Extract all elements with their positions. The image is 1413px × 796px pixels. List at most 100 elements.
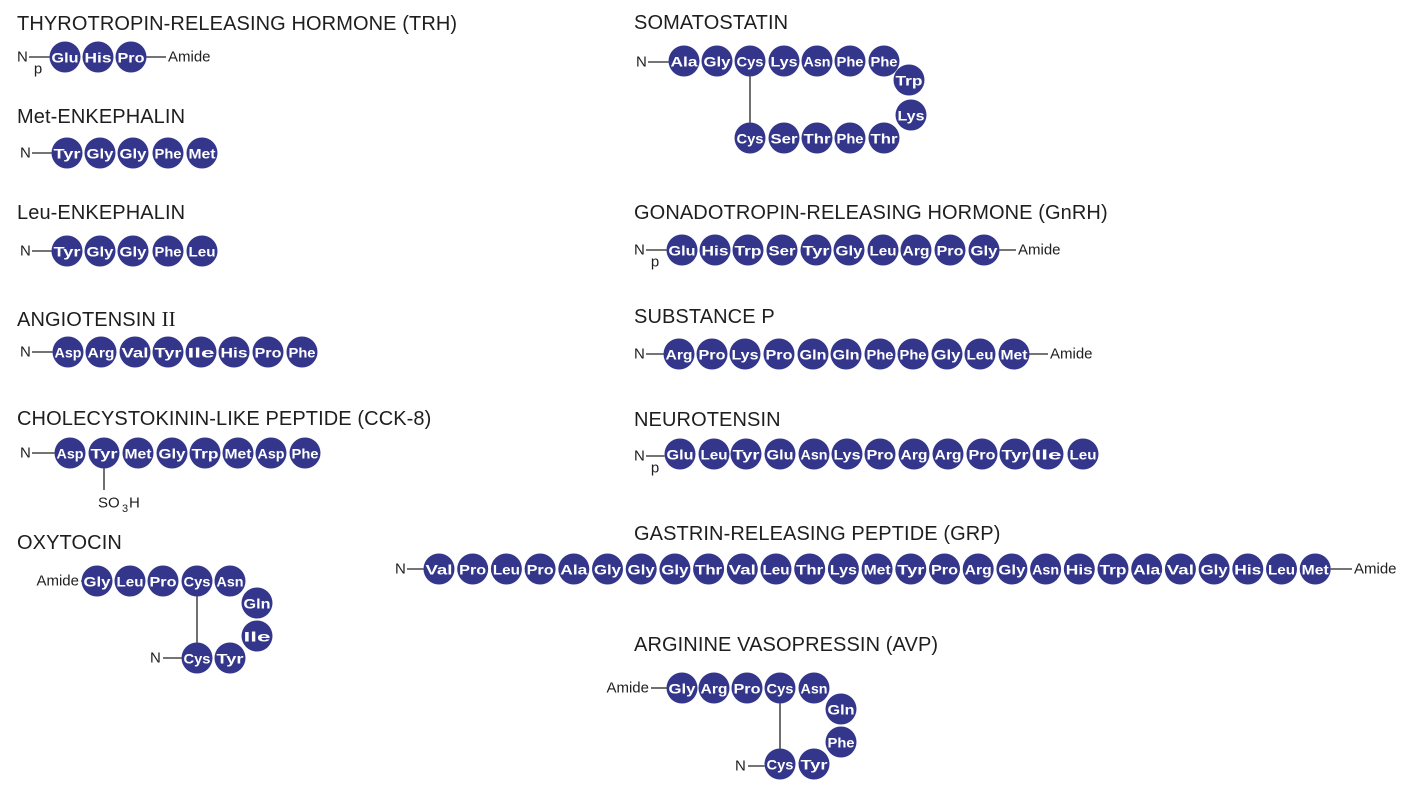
n-terminus-label: N	[20, 243, 31, 260]
residue-circle	[152, 235, 184, 267]
residue-circle	[798, 748, 830, 780]
residue-circle	[186, 137, 218, 169]
residue-arg: Arg	[962, 553, 994, 585]
residue-phe: Phe	[864, 338, 896, 370]
residue-label: Asn	[804, 54, 831, 70]
residue-label: Gln	[800, 347, 827, 363]
residue-label: Arg	[88, 345, 115, 361]
residue-label: Cys	[767, 757, 794, 773]
residue-phe: Phe	[152, 137, 184, 169]
n-terminus-label: N	[20, 344, 31, 361]
residue-ala: Ala	[668, 45, 700, 77]
residue-label: Val	[1167, 562, 1194, 578]
residue-leu: Leu	[760, 553, 792, 585]
residue-his: His	[1232, 553, 1264, 585]
residue-circle	[625, 553, 657, 585]
residue-label: Gly	[669, 681, 696, 697]
residue-met: Met	[1299, 553, 1331, 585]
residue-circle	[698, 438, 730, 470]
angiotensin-title: ANGIOTENSIN II	[17, 309, 176, 331]
residue-phe: Phe	[286, 336, 318, 368]
residue-leu: Leu	[698, 438, 730, 470]
trh-title-text: THYROTROPIN-RELEASING HORMONE (TRH)	[17, 13, 458, 35]
residue-circle	[181, 642, 213, 674]
pyro-prefix: p	[34, 61, 42, 78]
residue-label: Tyr	[803, 243, 831, 259]
residue-glu: Glu	[49, 41, 81, 73]
residue-circle	[760, 553, 792, 585]
residue-circle	[999, 438, 1031, 470]
residue-pro: Pro	[696, 338, 728, 370]
n-terminus-label: N	[634, 346, 645, 363]
residue-circle	[1032, 438, 1064, 470]
residue-label: Ala	[560, 562, 587, 578]
residue-label: Tyr	[897, 562, 925, 578]
residue-circle	[117, 235, 149, 267]
residue-ala: Ala	[1131, 553, 1163, 585]
residue-label: Asn	[801, 681, 828, 697]
residue-gly: Gly	[701, 45, 733, 77]
trh-title: THYROTROPIN-RELEASING HORMONE (TRH)	[17, 14, 457, 34]
residue-gln: Gln	[241, 587, 273, 619]
residue-circle	[147, 565, 179, 597]
residue-circle	[52, 336, 84, 368]
residue-thr: Thr	[693, 553, 725, 585]
residue-circle	[764, 748, 796, 780]
residue-tyr: Tyr	[999, 438, 1031, 470]
residue-label: Phe	[900, 347, 927, 363]
residue-tyr: Tyr	[895, 553, 927, 585]
residue-circle	[524, 553, 556, 585]
residue-circle	[84, 235, 116, 267]
residue-circle	[1164, 553, 1196, 585]
residue-circle	[766, 234, 798, 266]
residue-circle	[659, 553, 691, 585]
residue-gly: Gly	[659, 553, 691, 585]
residue-label: Val	[426, 562, 453, 578]
n-terminus-label: N	[150, 650, 161, 667]
substance-p-title: SUBSTANCE P	[634, 307, 775, 327]
residue-label: Glu	[667, 447, 694, 463]
residue-circle	[666, 234, 698, 266]
residue-pro: Pro	[864, 438, 896, 470]
residue-gly: Gly	[833, 234, 865, 266]
n-terminus-label: N	[17, 49, 28, 66]
amide-label: Amide	[168, 49, 211, 66]
residue-his: His	[699, 234, 731, 266]
residue-gly: Gly	[592, 553, 623, 585]
residue-glu: Glu	[764, 438, 796, 470]
residue-tyr: Tyr	[88, 437, 120, 469]
residue-label: Lys	[834, 447, 861, 463]
residue-thr: Thr	[794, 553, 826, 585]
residue-circle	[696, 338, 728, 370]
residue-label: Ile	[1035, 447, 1062, 463]
residue-circle	[82, 41, 114, 73]
residue-circle	[864, 338, 896, 370]
residue-circle	[834, 122, 866, 154]
residue-label: Pro	[699, 347, 726, 363]
residue-label: Gly	[998, 562, 1025, 578]
residue-gly: Gly	[84, 235, 116, 267]
residue-circle	[763, 338, 795, 370]
residue-asn: Asn	[798, 438, 830, 470]
gnrh-title-text: GONADOTROPIN-RELEASING HORMONE (GnRH)	[634, 202, 1108, 224]
residue-circle	[457, 553, 489, 585]
residue-phe: Phe	[289, 437, 321, 469]
residue-circle	[119, 336, 151, 368]
residue-label: Lys	[771, 54, 798, 70]
grp-title: GASTRIN-RELEASING PEPTIDE (GRP)	[634, 524, 1001, 544]
residue-label: Ser	[771, 131, 799, 147]
residue-label: Ile	[188, 345, 215, 361]
residue-label: Leu	[870, 243, 897, 259]
residue-circle	[51, 137, 83, 169]
residue-pro: Pro	[934, 234, 966, 266]
residue-met: Met	[998, 338, 1030, 370]
residue-circle	[898, 438, 930, 470]
residue-gly: Gly	[625, 553, 657, 585]
residue-label: Trp	[192, 446, 219, 462]
residue-label: Leu	[1070, 447, 1097, 463]
residue-label: Val	[729, 562, 756, 578]
residue-circle	[592, 553, 623, 585]
residue-label: Pro	[867, 447, 894, 463]
residue-label: Met	[864, 562, 891, 578]
